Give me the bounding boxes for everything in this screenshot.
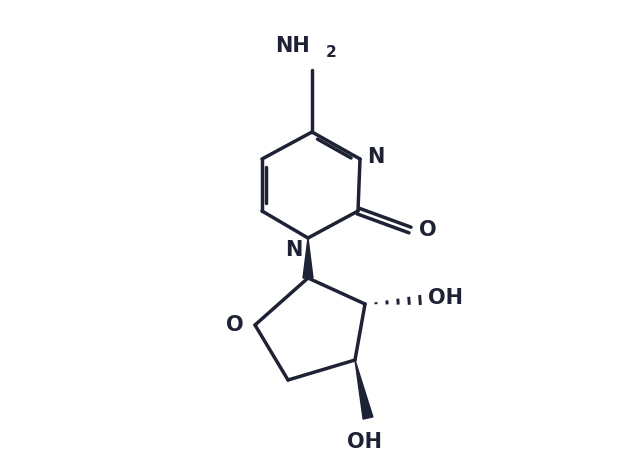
Text: N: N [285,240,303,260]
Text: OH: OH [428,288,463,308]
Polygon shape [355,360,373,419]
Text: NH: NH [275,36,310,56]
Text: 2: 2 [326,45,337,60]
Polygon shape [303,238,313,278]
Text: O: O [419,220,437,240]
Text: O: O [226,315,244,335]
Text: OH: OH [346,432,381,452]
Text: N: N [367,147,385,167]
